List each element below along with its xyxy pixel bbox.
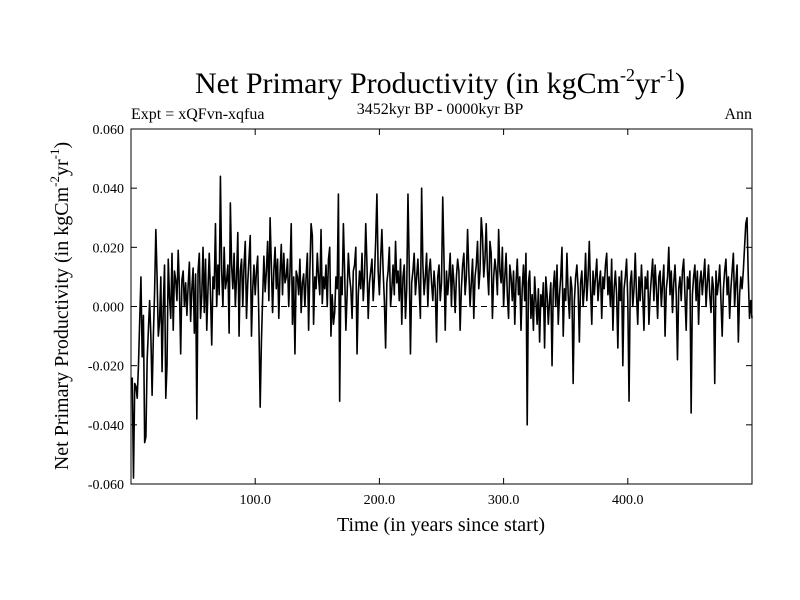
x-tick-label: 300.0 <box>488 493 520 508</box>
x-axis-label: Time (in years since start) <box>337 514 545 536</box>
y-tick-label: -0.040 <box>88 419 124 434</box>
y-tick-label: -0.020 <box>88 360 124 375</box>
y-tick-label: -0.060 <box>88 478 124 493</box>
y-tick-label: 0.020 <box>93 241 125 256</box>
period-label: 3452kyr BP - 0000kyr BP <box>357 101 524 118</box>
season-label: Ann <box>724 106 752 123</box>
x-tick-label: 200.0 <box>364 493 396 508</box>
y-axis-ticks: -0.060 -0.040 -0.020 0.000 0.020 0.040 0.060 <box>88 123 752 493</box>
y-tick-label: 0.060 <box>93 123 125 138</box>
x-tick-label: 400.0 <box>612 493 644 508</box>
chart-title: Net Primary Productivity (in kgCm-2yr-1) <box>195 65 685 100</box>
y-tick-label: 0.040 <box>93 182 125 197</box>
npp-series-line <box>131 175 753 479</box>
y-tick-label: 0.000 <box>93 301 125 316</box>
experiment-label: Expt = xQFvn-xqfua <box>131 106 264 123</box>
x-axis-ticks: 100.0 200.0 300.0 400.0 <box>239 129 644 508</box>
x-tick-label: 100.0 <box>239 493 271 508</box>
y-axis-label: Net Primary Productivity (in kgCm-2yr-1) <box>47 142 73 470</box>
